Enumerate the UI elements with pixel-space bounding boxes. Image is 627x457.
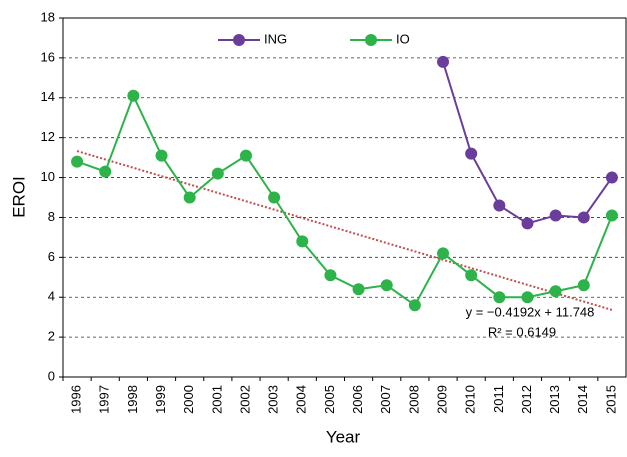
legend-marker — [365, 34, 377, 46]
point — [437, 55, 450, 68]
plot-frame — [62, 17, 627, 378]
y-tick-label: 8 — [48, 209, 55, 224]
point — [521, 217, 534, 230]
point — [296, 235, 309, 248]
y-tick-label: 18 — [41, 9, 55, 24]
point — [605, 209, 618, 222]
trendline-r2: R² = 0.6149 — [488, 324, 556, 339]
point — [521, 291, 534, 304]
point — [605, 171, 618, 184]
x-tick-label: 2005 — [322, 385, 337, 414]
legend-marker — [233, 34, 245, 46]
x-tick-label: 1999 — [153, 385, 168, 414]
y-tick-label: 14 — [41, 89, 55, 104]
point — [99, 165, 112, 178]
x-tick-label: 2011 — [491, 385, 506, 413]
series-line — [442, 61, 613, 225]
y-tick-label: 2 — [48, 329, 55, 344]
point — [493, 199, 506, 212]
point — [380, 279, 393, 292]
point — [183, 191, 196, 204]
y-tick-label: 12 — [41, 129, 55, 144]
point — [437, 247, 450, 260]
point — [408, 299, 421, 312]
y-tick-label: 16 — [41, 49, 55, 64]
x-tick-label: 2006 — [350, 385, 365, 414]
point — [352, 283, 365, 296]
series-line — [76, 93, 613, 307]
y-tick-label: 6 — [48, 249, 55, 264]
x-tick-label: 2014 — [575, 385, 590, 414]
x-tick-label: 1997 — [97, 385, 112, 414]
x-tick-label: 2007 — [378, 385, 393, 414]
point — [577, 211, 590, 224]
x-tick-label: 1998 — [125, 385, 140, 414]
x-tick-label: 2015 — [603, 385, 618, 414]
trendline — [76, 150, 613, 311]
point — [211, 167, 224, 180]
x-tick-label: 2001 — [209, 385, 224, 414]
point — [324, 269, 337, 282]
x-tick-label: 1996 — [69, 385, 84, 414]
x-tick-label: 2004 — [294, 385, 309, 414]
x-tick-label: 2012 — [519, 385, 534, 414]
x-tick-label: 2009 — [434, 385, 449, 414]
x-tick-label: 2000 — [181, 385, 196, 414]
point — [577, 279, 590, 292]
y-tick-label: 4 — [48, 289, 55, 304]
y-tick-label: 10 — [41, 169, 55, 184]
point — [239, 149, 252, 162]
y-axis-label: EROI — [9, 176, 28, 218]
x-tick-label: 2013 — [547, 385, 562, 414]
point — [493, 291, 506, 304]
point — [268, 191, 281, 204]
point — [465, 147, 478, 160]
point — [549, 209, 562, 222]
point — [465, 269, 478, 282]
x-axis-label: Year — [326, 427, 361, 446]
trendline-equation: y = −0.4192x + 11.748 — [466, 304, 595, 319]
x-tick-label: 2010 — [463, 385, 478, 414]
point — [155, 149, 168, 162]
point — [127, 89, 140, 102]
y-tick-label: 0 — [48, 368, 55, 383]
x-tick-label: 2008 — [406, 385, 421, 414]
x-tick-label: 2002 — [237, 385, 252, 414]
legend-label: IO — [396, 31, 410, 46]
x-tick-label: 2003 — [266, 385, 281, 414]
point — [549, 285, 562, 298]
point — [71, 155, 84, 168]
legend-label: ING — [264, 31, 287, 46]
